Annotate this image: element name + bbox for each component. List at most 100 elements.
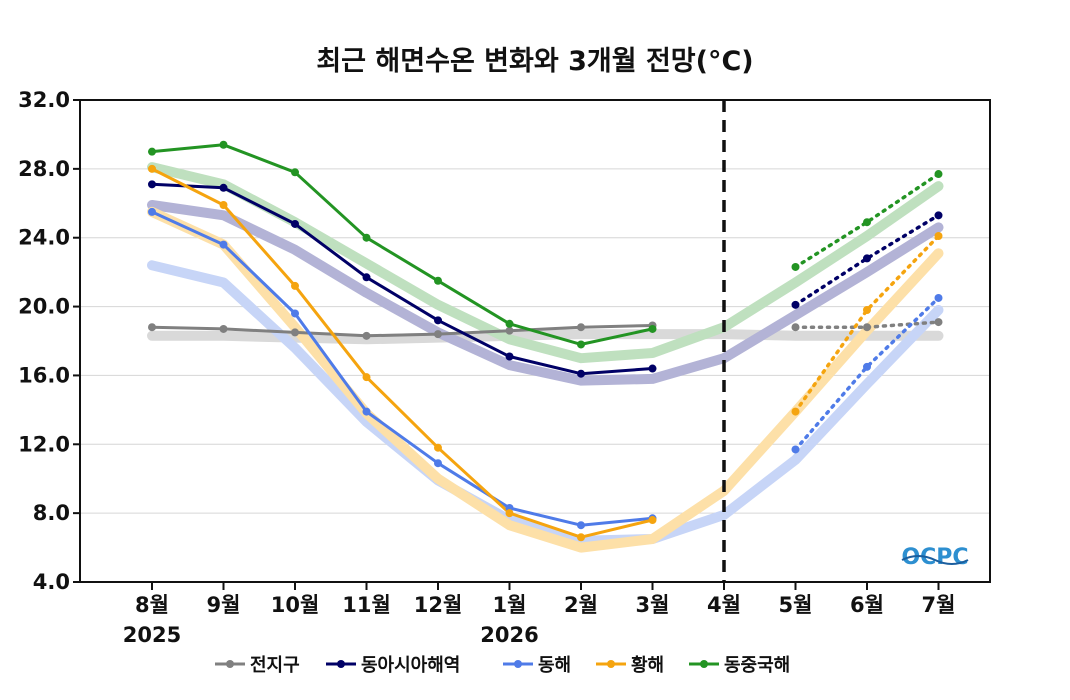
x-tick-label: 11월 (342, 593, 391, 617)
ocpc-logo-text: OCPC (901, 545, 968, 570)
observed-point (434, 316, 442, 325)
y-tick-label: 32.0 (18, 88, 70, 112)
observed-point (291, 281, 299, 290)
observed-point (148, 323, 156, 332)
observed-point (291, 309, 299, 318)
observed-point (505, 509, 514, 518)
x-axis-ticks: 8월 9월 10월 11월 12월 1월 2월 3월 4월 5월 6월 7월 2025 2026 (123, 582, 956, 647)
y-tick-label: 28.0 (18, 157, 70, 181)
climatology-band (147, 206, 944, 553)
legend-marker (226, 660, 234, 668)
observed-line (151, 210, 653, 527)
legend-marker (700, 660, 708, 668)
observed-line (151, 167, 653, 539)
forecast-point (791, 445, 800, 454)
observed-point (505, 319, 514, 328)
ocpc-logo: OCPC (901, 545, 968, 570)
observed-point (648, 516, 657, 525)
forecast-point (934, 211, 943, 220)
observed-point (291, 168, 299, 177)
legend-label: 동중국해 (724, 655, 790, 676)
forecast-point (863, 306, 871, 315)
y-tick-label: 12.0 (18, 432, 70, 456)
observed-point (577, 521, 585, 530)
y-tick-label: 24.0 (18, 226, 70, 250)
legend-marker (607, 660, 615, 668)
observed-point (219, 240, 228, 249)
forecast-point (934, 318, 943, 327)
x-tick-label: 4월 (707, 593, 741, 617)
logo-wave (901, 555, 969, 565)
observed-point (362, 331, 371, 340)
observed-point (148, 207, 156, 216)
y-axis-ticks: 4.0 8.0 12.0 16.0 20.0 24.0 28.0 32.0 (18, 88, 80, 594)
observed-line (151, 324, 653, 338)
observed-point (148, 164, 156, 173)
forecast-point (934, 293, 943, 302)
observed-point (148, 180, 156, 189)
observed-point (219, 183, 228, 192)
x-tick-label: 5월 (779, 593, 813, 617)
x-tick-label: 8월 (135, 593, 169, 617)
observed-point (291, 328, 299, 337)
observed-point (434, 276, 442, 285)
forecast-line (793, 234, 941, 414)
plot-frame (79, 99, 991, 583)
x-tick-label: 7월 (922, 593, 956, 617)
forecast-point (863, 362, 871, 371)
climatology-bands (147, 162, 944, 553)
observed-point (577, 533, 585, 542)
x-tick-label: 9월 (207, 593, 241, 617)
forecast-point (934, 170, 943, 179)
legend-label: 동아시아해역 (361, 655, 460, 676)
chart-legend: 전지구 동아시아해역 동해 황해 동중국해 (215, 655, 790, 676)
legend-label: 전지구 (250, 655, 300, 676)
observed-point (648, 364, 657, 373)
climatology-band (147, 260, 944, 546)
chart-title: 최근 해면수온 변화와 3개월 전망(°C) (316, 46, 753, 77)
observed-point (219, 324, 228, 333)
legend-label: 황해 (631, 655, 664, 676)
forecast-point (791, 300, 800, 309)
forecast-point (863, 254, 871, 263)
legend-label: 동해 (538, 655, 571, 676)
x-tick-label: 2월 (564, 593, 598, 617)
observed-point (434, 330, 442, 339)
forecast-point (934, 231, 943, 240)
y-tick-label: 8.0 (33, 501, 70, 525)
y-tick-label: 20.0 (18, 295, 70, 319)
observed-point (362, 373, 371, 382)
observed-point (291, 219, 299, 228)
x-tick-label: 10월 (271, 593, 320, 617)
observed-point (362, 273, 371, 282)
forecast-point (791, 407, 800, 416)
climatology-band (147, 200, 944, 386)
observed-point (148, 147, 156, 156)
x-tick-label: 12월 (414, 593, 463, 617)
observed-point (505, 352, 514, 361)
year-label: 2025 (123, 623, 181, 647)
legend-marker (337, 660, 345, 668)
observed-point (434, 443, 442, 452)
observed-point (362, 407, 371, 416)
forecast-point (791, 262, 800, 271)
observed-point (577, 369, 585, 378)
observed-point (577, 323, 585, 332)
observed-point (648, 324, 657, 333)
observed-line (151, 143, 653, 346)
observed-point (434, 459, 442, 468)
series-points (148, 140, 943, 542)
forecast-point (791, 323, 800, 332)
x-tick-label: 6월 (850, 593, 884, 617)
observed-point (505, 326, 514, 335)
year-label: 2026 (480, 623, 538, 647)
x-tick-label: 1월 (493, 593, 527, 617)
forecast-point (863, 323, 871, 332)
y-tick-label: 16.0 (18, 363, 70, 387)
y-tick-label: 4.0 (33, 570, 70, 594)
climatology-band (147, 162, 944, 364)
observed-point (219, 201, 228, 210)
observed-line (151, 182, 653, 376)
x-tick-label: 3월 (636, 593, 670, 617)
